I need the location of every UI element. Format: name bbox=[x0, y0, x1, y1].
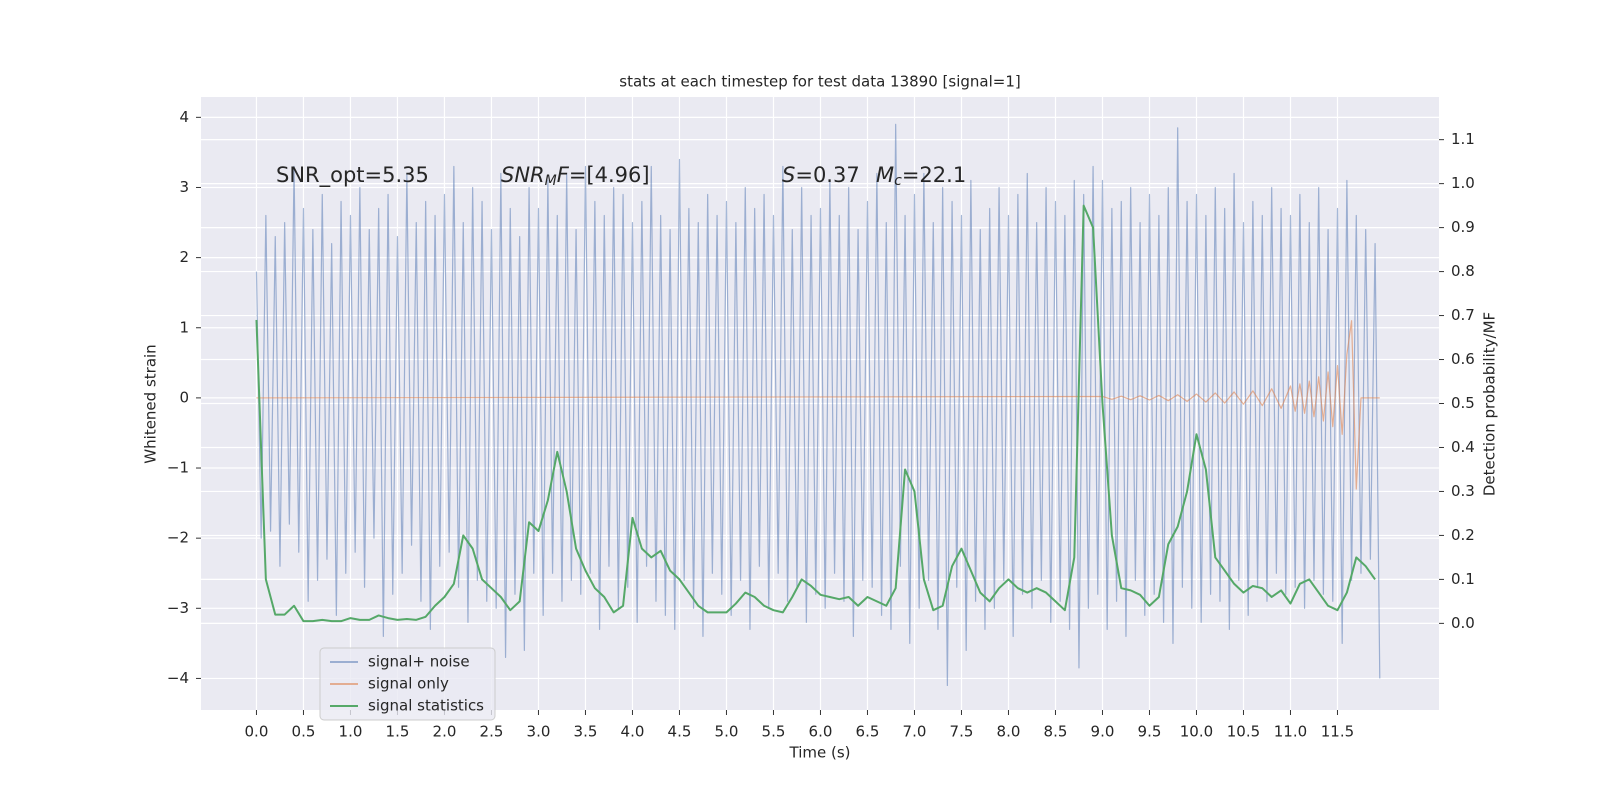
x-tick-label: 3.5 bbox=[574, 723, 598, 741]
annotation-part: c bbox=[894, 173, 902, 189]
annotation-part: M bbox=[545, 173, 557, 189]
x-tick-label: 5.5 bbox=[762, 723, 786, 741]
x-tick-label: 5.0 bbox=[715, 723, 739, 741]
annotation: Mc=22.1 bbox=[876, 163, 966, 189]
y2-tick-label: 0.8 bbox=[1451, 262, 1475, 280]
y-tick-label: 0 bbox=[179, 388, 189, 406]
y2-tick-label: 0.6 bbox=[1451, 350, 1475, 368]
y2-tick-label: 0.9 bbox=[1451, 218, 1475, 236]
y2-tick-label: 0.1 bbox=[1451, 570, 1475, 588]
y-tick-label: 3 bbox=[179, 178, 189, 196]
y2-tick-label: 0.3 bbox=[1451, 482, 1475, 500]
y2-axis-label: Detection probability/MF bbox=[1481, 312, 1499, 496]
annotation: SNRMF=[4.96] bbox=[501, 163, 650, 189]
x-tick-label: 3.0 bbox=[527, 723, 551, 741]
chart-title: stats at each timestep for test data 138… bbox=[619, 73, 1020, 91]
x-tick-label: 10.5 bbox=[1227, 723, 1260, 741]
x-tick-label: 7.0 bbox=[903, 723, 927, 741]
y2-tick-label: 0.5 bbox=[1451, 394, 1475, 412]
y2-tick-label: 0.2 bbox=[1451, 526, 1475, 544]
series-line bbox=[255, 204, 1376, 623]
x-tick-label: 1.0 bbox=[339, 723, 363, 741]
y-tick-label: −4 bbox=[167, 669, 189, 687]
y2-tick-label: 0.4 bbox=[1451, 438, 1475, 456]
annotation-part: M bbox=[876, 163, 894, 187]
axes: 0.0 0.5 1.0 1.5 2.0 2.5 3.0 3.5 4.0 4.5 5.0 5.5 6.0 6… bbox=[167, 108, 1475, 741]
x-tick-label: 6.0 bbox=[809, 723, 833, 741]
y-tick-label: 1 bbox=[179, 318, 189, 336]
x-tick-label: 2.5 bbox=[480, 723, 504, 741]
annotation-part: SNR_opt=5.35 bbox=[276, 163, 429, 188]
y-tick-label: −1 bbox=[167, 459, 189, 477]
x-tick-label: 8.5 bbox=[1044, 723, 1068, 741]
legend-label: signal only bbox=[368, 675, 449, 693]
legend: signal+ noise signal only signal statistic… bbox=[319, 647, 496, 721]
x-tick-label: 10.0 bbox=[1180, 723, 1213, 741]
annotation: SNR_opt=5.35 bbox=[276, 163, 429, 188]
x-axis-label: Time (s) bbox=[789, 744, 851, 762]
y-tick-label: −3 bbox=[167, 599, 189, 617]
x-tick-label: 11.0 bbox=[1274, 723, 1307, 741]
series-line bbox=[255, 123, 1381, 687]
x-tick-label: 1.5 bbox=[386, 723, 410, 741]
y2-tick-label: 1.0 bbox=[1451, 174, 1475, 192]
y-tick-label: −2 bbox=[167, 529, 189, 547]
x-tick-label: 2.0 bbox=[433, 723, 457, 741]
x-tick-label: 6.5 bbox=[856, 723, 880, 741]
annotation-part: S bbox=[782, 163, 795, 187]
annotation-part: =0.37 bbox=[795, 163, 859, 187]
x-tick-label: 8.0 bbox=[997, 723, 1021, 741]
plot-lines bbox=[255, 123, 1381, 687]
legend-label: signal+ noise bbox=[368, 653, 470, 671]
annotation-part: SNR bbox=[501, 163, 545, 187]
x-tick-label: 9.5 bbox=[1138, 723, 1162, 741]
annotation-part: =22.1 bbox=[902, 163, 966, 187]
series-line bbox=[256, 320, 1380, 490]
annotation-part: F bbox=[557, 163, 570, 187]
y2-tick-label: 0.7 bbox=[1451, 306, 1475, 324]
y-axis-label: Whitened strain bbox=[142, 344, 160, 463]
x-tick-label: 7.5 bbox=[950, 723, 974, 741]
legend-box bbox=[319, 647, 496, 721]
annotation-part: =[4.96] bbox=[569, 163, 650, 187]
y2-tick-label: 0.0 bbox=[1451, 614, 1475, 632]
y-tick-label: 4 bbox=[179, 108, 189, 126]
x-tick-label: 4.5 bbox=[668, 723, 692, 741]
y2-tick-label: 1.1 bbox=[1451, 130, 1475, 148]
x-tick-label: 11.5 bbox=[1321, 723, 1354, 741]
y-tick-label: 2 bbox=[179, 248, 189, 266]
x-tick-label: 9.0 bbox=[1091, 723, 1115, 741]
x-tick-label: 0.5 bbox=[292, 723, 316, 741]
annotation: S=0.37 bbox=[782, 163, 860, 187]
legend-label: signal statistics bbox=[368, 697, 484, 715]
x-tick-label: 0.0 bbox=[245, 723, 269, 741]
x-tick-label: 4.0 bbox=[621, 723, 645, 741]
